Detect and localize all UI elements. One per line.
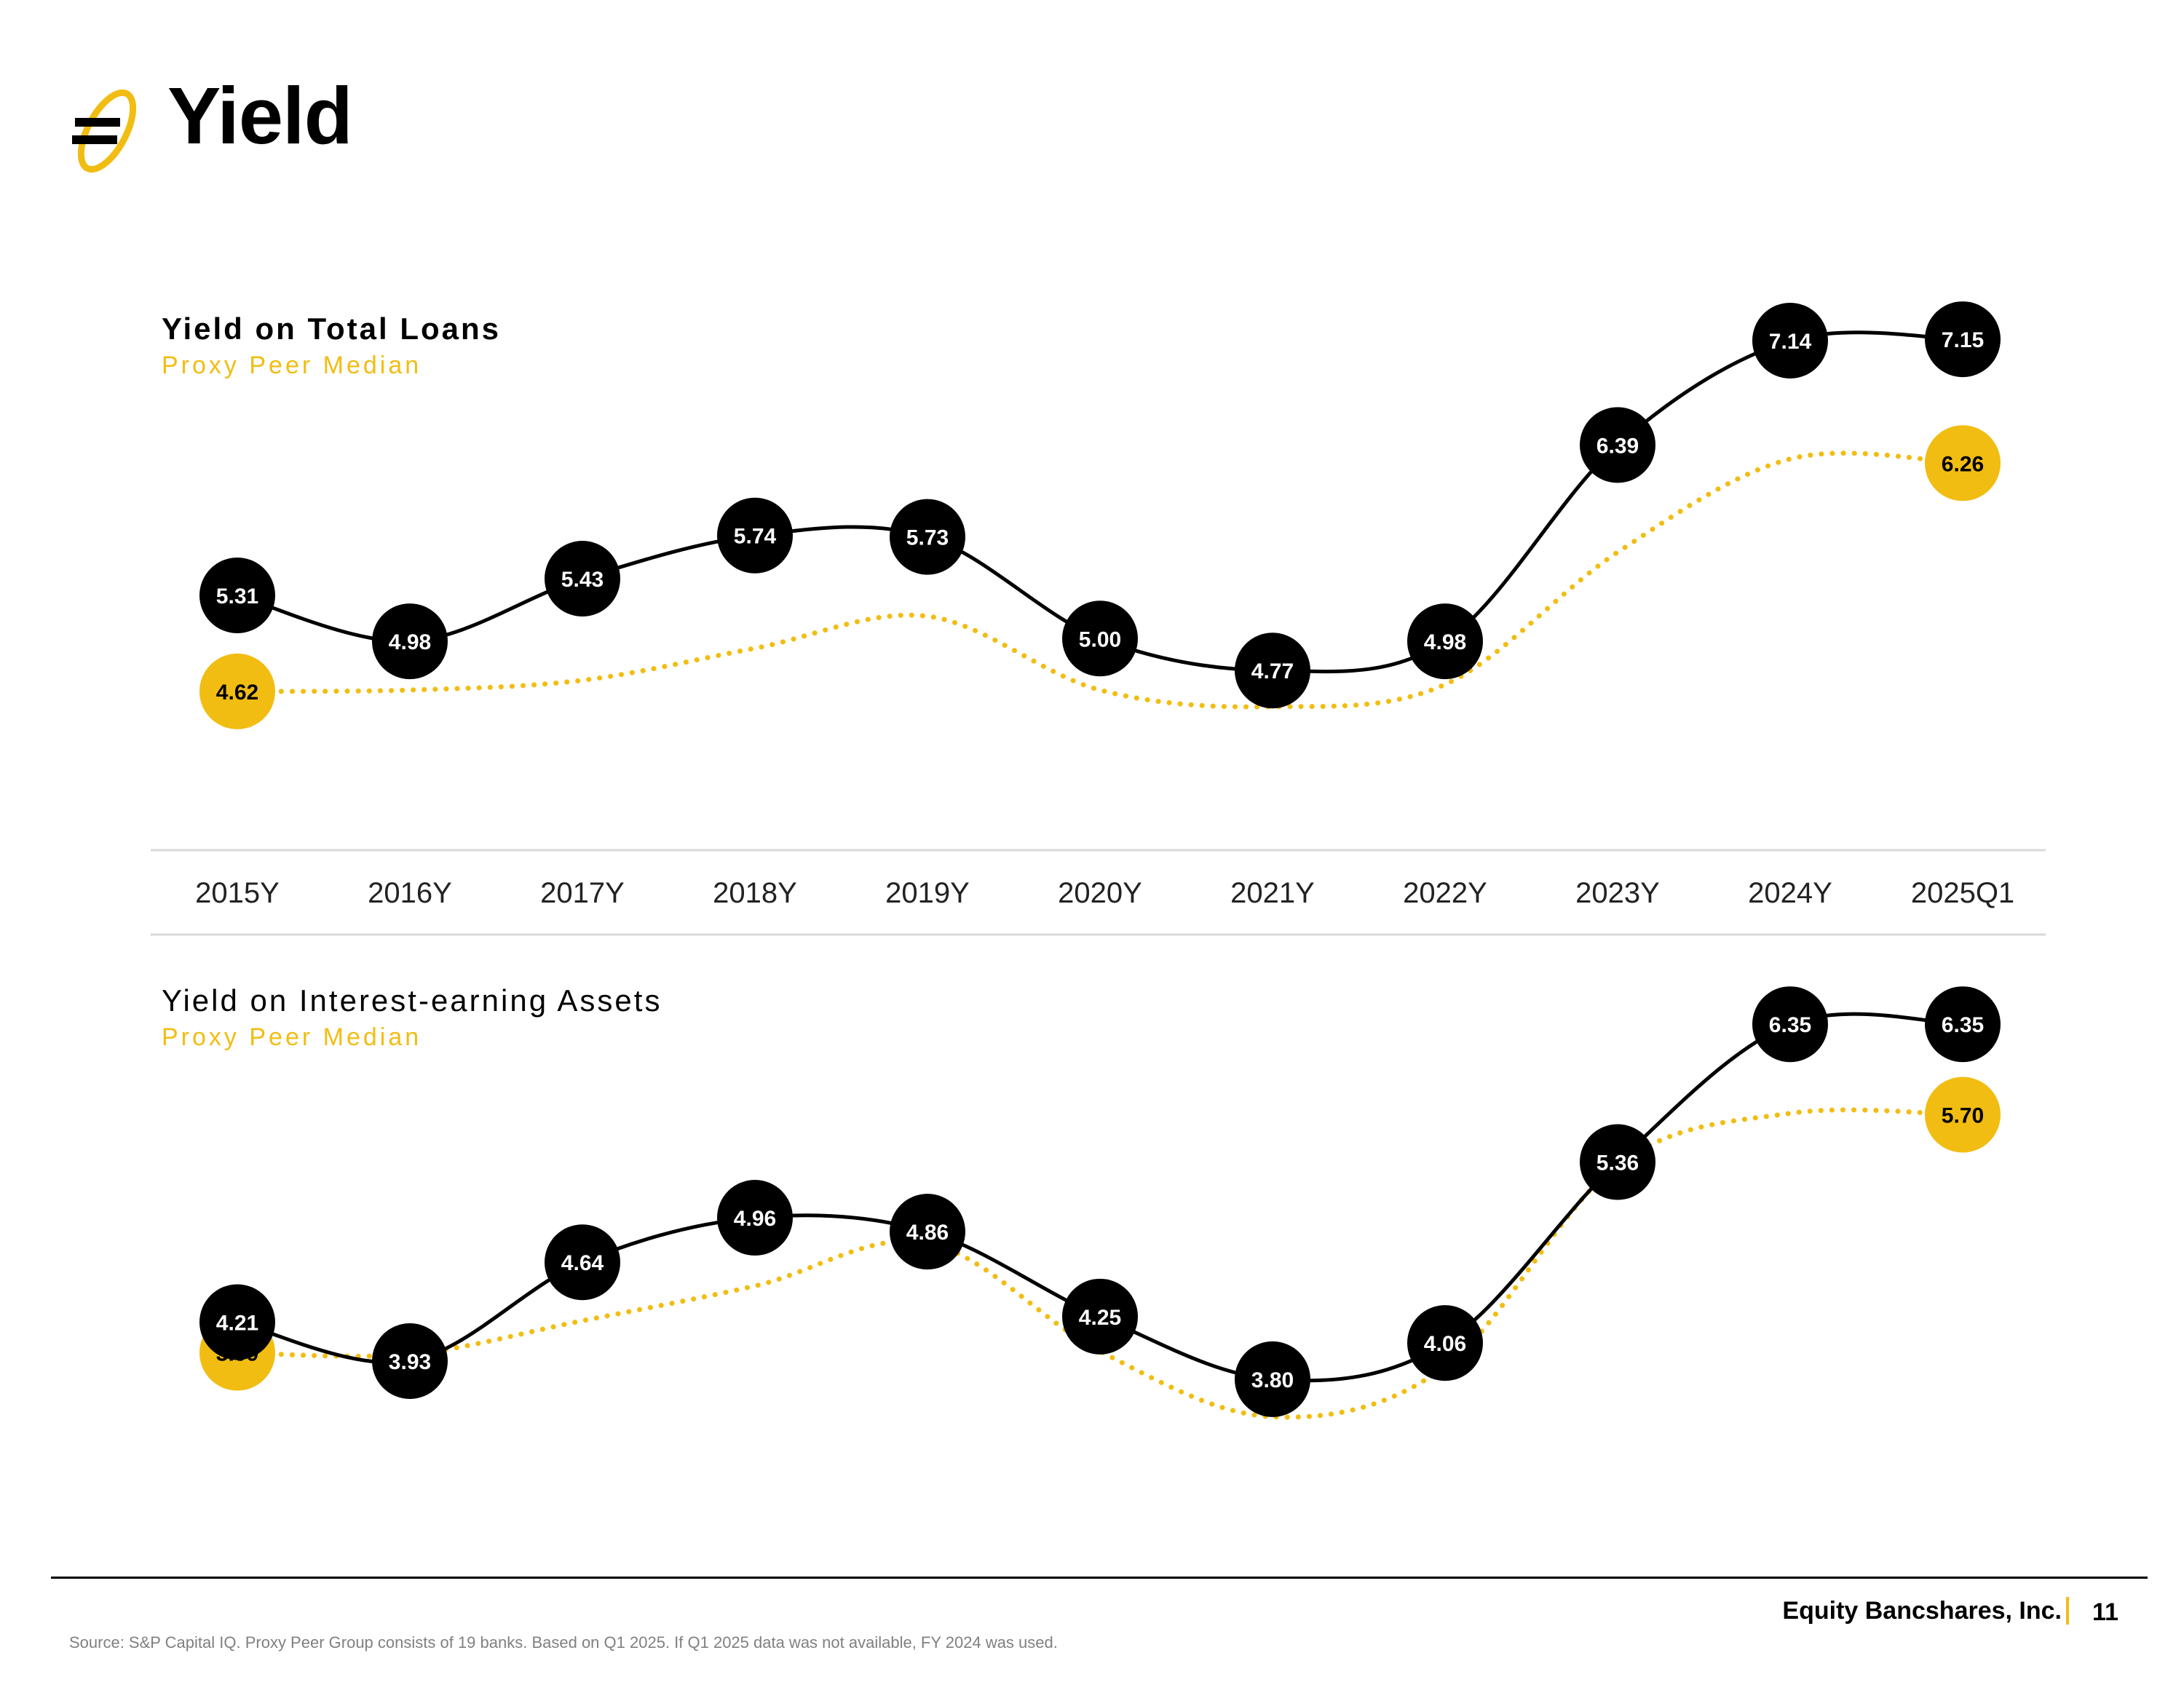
- company-data-label: 7.15: [1942, 328, 1984, 352]
- company-data-point: [1407, 603, 1483, 680]
- x-tick-label: 2023Y: [1575, 877, 1660, 909]
- company-data-label: 7.14: [1769, 330, 1812, 354]
- company-data-point: [1407, 1305, 1483, 1381]
- company-data-point: [1235, 633, 1310, 709]
- company-name: Equity Bancshares, Inc.: [1782, 1597, 2062, 1625]
- company-data-point: [1235, 1341, 1310, 1417]
- series-line-peer-median: [234, 451, 1966, 710]
- footer-divider: [51, 1577, 2148, 1579]
- peer-data-point: [1925, 425, 2001, 501]
- company-data-point: [890, 1194, 965, 1270]
- company-data-point: [1580, 407, 1655, 483]
- company-data-point: [545, 1224, 620, 1301]
- company-data-label: 5.31: [216, 584, 258, 608]
- peer-data-label: 5.70: [1942, 1104, 1984, 1128]
- company-data-label: 5.43: [561, 568, 604, 592]
- x-tick-label: 2022Y: [1403, 877, 1487, 909]
- company-data-label: 4.25: [1079, 1306, 1121, 1330]
- company-data-label: 4.64: [561, 1251, 604, 1275]
- peer-data-label: 6.26: [1942, 452, 1984, 476]
- chart-subtitle-total-loans: Proxy Peer Median: [162, 352, 422, 379]
- peer-data-label: 4.62: [216, 681, 258, 705]
- company-data-label: 5.00: [1079, 627, 1121, 651]
- company-data-label: 5.74: [734, 525, 777, 549]
- x-tick-label: 2019Y: [885, 877, 970, 909]
- company-data-label: 3.80: [1251, 1368, 1294, 1392]
- company-data-point: [1580, 1124, 1655, 1200]
- company-data-point: [1752, 302, 1828, 378]
- x-tick-label: 2018Y: [713, 877, 797, 909]
- yield-charts: 2015Y 2016Y 2017Y 2018Y 2019Y 2020Y 2021Y 2022Y…: [151, 301, 2046, 1420]
- company-data-point: [199, 557, 275, 633]
- footer-accent-bar: [2066, 1597, 2069, 1625]
- company-data-point: [199, 1284, 275, 1360]
- chart-title-total-loans: Yield on Total Loans: [162, 312, 502, 346]
- company-data-point: [717, 1180, 793, 1256]
- page-title: Yield: [167, 71, 353, 161]
- company-data-point: [372, 603, 448, 680]
- company-data-label: 3.93: [389, 1350, 431, 1374]
- company-data-label: 6.39: [1597, 434, 1639, 458]
- chart-title-earning-assets: Yield on Interest-earning Assets: [162, 983, 662, 1018]
- page-number: 11: [2092, 1598, 2118, 1626]
- company-data-label: 4.96: [734, 1207, 776, 1231]
- peer-data-point: [1925, 1077, 2001, 1153]
- company-data-point: [890, 499, 965, 575]
- company-data-label: 6.35: [1942, 1013, 1984, 1037]
- company-data-label: 4.86: [906, 1221, 949, 1245]
- company-data-label: 5.73: [906, 526, 949, 550]
- x-tick-label: 2021Y: [1230, 877, 1315, 909]
- x-tick-label: 2025Q1: [1911, 877, 2014, 909]
- equity-bank-logo-icon: [72, 89, 137, 173]
- company-data-label: 5.36: [1597, 1151, 1639, 1175]
- peer-data-point: [199, 653, 275, 729]
- company-data-label: 4.98: [1424, 630, 1466, 654]
- x-tick-label: 2016Y: [368, 877, 452, 909]
- company-data-label: 4.98: [389, 630, 431, 654]
- source-note: Source: S&P Capital IQ. Proxy Peer Group…: [69, 1633, 1058, 1652]
- x-tick-label: 2020Y: [1058, 877, 1142, 909]
- company-data-point: [717, 497, 793, 574]
- series-line-peer-median: [234, 1107, 1966, 1420]
- company-data-point: [1925, 986, 2001, 1063]
- company-data-point: [1925, 301, 2001, 378]
- company-data-point: [1062, 600, 1138, 677]
- x-tick-label: 2017Y: [540, 877, 625, 909]
- company-data-label: 4.77: [1251, 659, 1294, 683]
- company-data-point: [1752, 986, 1828, 1063]
- company-data-label: 4.06: [1424, 1332, 1466, 1356]
- x-tick-label: 2024Y: [1748, 877, 1832, 909]
- company-data-label: 6.35: [1769, 1013, 1811, 1037]
- company-data-label: 4.21: [216, 1311, 258, 1335]
- chart-subtitle-earning-assets: Proxy Peer Median: [162, 1023, 422, 1051]
- company-data-point: [545, 541, 620, 617]
- x-tick-label: 2015Y: [195, 877, 280, 909]
- company-data-point: [1062, 1278, 1138, 1355]
- company-data-point: [372, 1323, 448, 1400]
